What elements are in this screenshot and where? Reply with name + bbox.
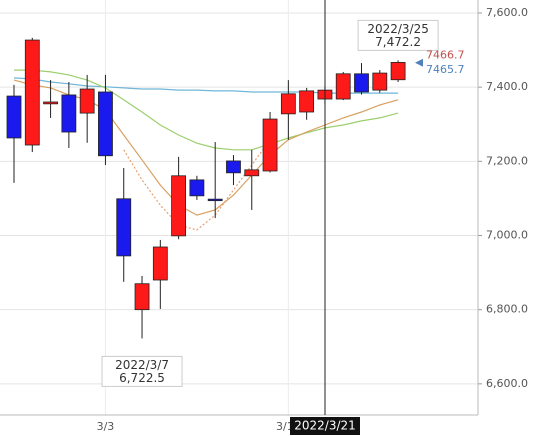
crosshair-label-box: [290, 417, 360, 435]
annotation-box: [101, 355, 183, 387]
candle-body: [226, 160, 241, 174]
candle-body: [79, 88, 95, 114]
candle-body: [189, 179, 205, 197]
candle-body: [24, 39, 40, 146]
moving-average-line: [13, 77, 399, 94]
moving-average-line: [123, 139, 271, 231]
candle-body: [335, 73, 351, 100]
candle-body: [6, 95, 22, 139]
y-tick-label: 6,800.0: [486, 303, 528, 316]
y-tick-label: 7,600.0: [486, 6, 528, 19]
y-tick-label: 7,400.0: [486, 80, 528, 93]
candle-body: [354, 73, 369, 93]
last-price-label: 7465.7: [426, 63, 465, 76]
candle-body: [116, 198, 132, 257]
candle-body: [43, 101, 58, 105]
crosshair-label: 2022/3/21: [294, 419, 356, 433]
last-price-marker: [415, 58, 423, 67]
annotation-value: 7,472.2: [375, 35, 421, 49]
moving-average-line: [14, 69, 399, 151]
candle-body: [390, 62, 406, 81]
annotation-date: 2022/3/25: [367, 22, 429, 36]
candle-body: [372, 72, 388, 91]
candle-body: [207, 198, 223, 202]
annotation-value: 6,722.5: [119, 371, 165, 385]
candle-body: [61, 94, 77, 133]
annotation-date: 2022/3/7: [115, 358, 169, 372]
candle-body: [152, 246, 168, 281]
y-tick-label: 7,200.0: [486, 154, 528, 167]
candle-body: [280, 93, 296, 115]
x-tick-label: 3/3: [97, 420, 115, 433]
annotation-box: [357, 19, 439, 51]
candle-body: [299, 90, 315, 113]
candle-body: [244, 169, 260, 177]
candle-body: [98, 91, 113, 157]
y-tick-label: 6,600.0: [486, 377, 528, 390]
y-tick-label: 7,000.0: [486, 229, 528, 242]
last-price-label: 7466.7: [426, 48, 465, 61]
candle-body: [171, 175, 187, 237]
candle-body: [134, 283, 150, 311]
moving-average-line: [13, 79, 399, 216]
candle-body: [262, 118, 278, 172]
